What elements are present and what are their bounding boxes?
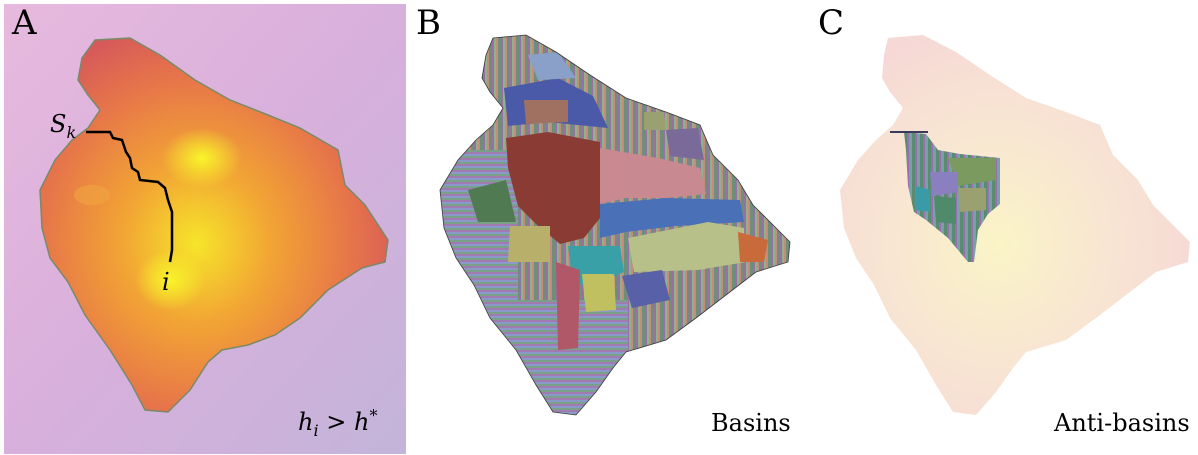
anti-basin-regions bbox=[890, 131, 1000, 262]
elevation-map bbox=[4, 4, 406, 454]
panel-letter: A bbox=[12, 3, 37, 43]
island-shape bbox=[39, 37, 389, 413]
panel-c: C Anti-basins bbox=[808, 0, 1198, 455]
summit-highlight bbox=[74, 185, 110, 205]
panel-letter: C bbox=[818, 3, 845, 43]
basins-map bbox=[439, 34, 791, 416]
start-label: Sk bbox=[50, 110, 77, 142]
island-outline bbox=[439, 34, 791, 416]
panel-b: B Basins bbox=[408, 0, 808, 455]
summit-highlight bbox=[162, 128, 242, 188]
panel-caption: Basins bbox=[711, 409, 791, 437]
descent-path bbox=[86, 130, 174, 263]
summit-highlight bbox=[135, 250, 205, 310]
anti-basins-map bbox=[840, 35, 1190, 415]
condition-label: hi > h* bbox=[298, 406, 378, 440]
faded-island bbox=[840, 35, 1190, 415]
point-label: i bbox=[162, 268, 170, 296]
panel-letter: B bbox=[416, 3, 441, 43]
panel-caption: Anti-basins bbox=[1054, 409, 1190, 437]
basin-regions bbox=[440, 35, 790, 415]
panel-a: A Sk i hi > h* bbox=[0, 0, 408, 455]
